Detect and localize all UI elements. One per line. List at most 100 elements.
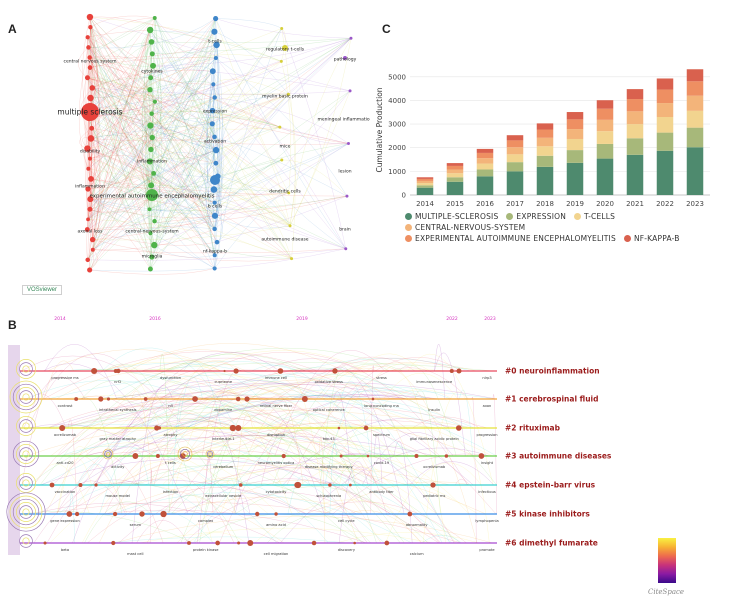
timeline-node [455, 425, 462, 431]
citation-arc [254, 499, 405, 544]
network-node [85, 35, 90, 40]
network-edge [213, 189, 291, 226]
network-edge [91, 31, 215, 129]
network-edge [154, 244, 215, 258]
citation-arc [434, 352, 466, 457]
network-node [280, 26, 284, 30]
network-node [278, 125, 282, 129]
timeline-node [384, 540, 390, 546]
timeline-term-interleukin-1: interleukin-1 [212, 437, 235, 441]
timeline-node [449, 368, 454, 374]
network-edge [281, 159, 348, 197]
network-edge [214, 97, 349, 144]
legend-label: EXPRESSION [516, 212, 567, 221]
timeline-burst-ring [19, 362, 33, 376]
bar-nf-kappa-b-2023 [686, 69, 704, 82]
bar-central-nervous-system-2014 [416, 180, 434, 184]
network-edge [87, 77, 151, 90]
network-edge [214, 44, 220, 229]
timeline-term-activity: activity [111, 465, 125, 469]
citation-arc [47, 382, 497, 429]
citation-arc [64, 419, 460, 515]
network-edge [150, 97, 215, 186]
network-edge [149, 61, 282, 162]
citation-arc [412, 416, 480, 429]
network-edge [92, 87, 152, 150]
network-edge [207, 123, 216, 216]
bar-multiple-sclerosis-2018 [536, 166, 554, 195]
citation-arc [161, 495, 240, 544]
network-edge [88, 61, 282, 119]
timeline-term-amino-acid: amino acid [266, 523, 286, 527]
citation-arc [322, 368, 396, 429]
timeline-term-ocrelizumab: ocrelizumab [423, 465, 446, 469]
legend-swatch [623, 235, 631, 242]
network-edge [89, 16, 156, 102]
citation-arc [152, 362, 478, 486]
citation-arc [434, 344, 445, 400]
citation-arc [121, 343, 391, 400]
citation-arc [59, 399, 428, 457]
bar-experimental-autoimmune-encephalomyelitis-2016 [476, 152, 494, 159]
bar-experimental-autoimmune-encephalomyelitis-2017 [506, 140, 524, 148]
timeline-node [231, 426, 235, 430]
bar-central-nervous-system-2023 [686, 95, 704, 111]
timeline-term-insulin: insulin [428, 408, 440, 412]
network-edge [89, 41, 152, 109]
network-edge [289, 38, 352, 226]
citation-arc [112, 492, 412, 544]
citation-arc [282, 418, 451, 486]
network-edge [90, 134, 152, 150]
bar-experimental-autoimmune-encephalomyelitis-2022 [656, 89, 674, 104]
timeline-term-ocrelizumab: ocrelizumab [54, 433, 77, 437]
network-node [344, 247, 348, 251]
bar-nf-kappa-b-2017 [506, 135, 524, 141]
bar-nf-kappa-b-2015 [446, 163, 464, 166]
network-edge [92, 192, 289, 240]
timeline-node [78, 482, 83, 488]
network-edge [90, 27, 215, 230]
bar-experimental-autoimmune-encephalomyelitis-2018 [536, 129, 554, 138]
bar-experimental-autoimmune-encephalomyelitis-2015 [446, 165, 464, 170]
citation-arc [44, 344, 118, 400]
citation-arc [170, 425, 366, 515]
network-edge [89, 107, 216, 164]
citation-arc [80, 393, 469, 429]
network-edge [87, 37, 152, 114]
network-edge [151, 90, 351, 258]
timeline-node [363, 425, 369, 431]
timeline-node [187, 541, 191, 545]
network-edge [89, 67, 96, 250]
network-edge [87, 137, 153, 220]
network-node [149, 134, 155, 141]
timeline-node [337, 426, 341, 430]
network-edge [212, 110, 346, 249]
network-edge [150, 29, 216, 59]
network-edge [87, 148, 154, 174]
network-node [348, 89, 352, 93]
bar-t-cells-2017 [506, 154, 524, 163]
network-edge [151, 41, 213, 124]
citation-arc [196, 480, 329, 544]
network-edge [87, 89, 151, 190]
timeline-node [348, 483, 352, 487]
citation-arc [100, 370, 422, 544]
citation-arc [320, 367, 378, 400]
network-edge [86, 199, 91, 260]
citation-arc [170, 497, 364, 515]
network-edge [90, 41, 152, 200]
network-node [345, 194, 349, 198]
network-edge [84, 67, 93, 240]
bar-multiple-sclerosis-2022 [656, 150, 674, 195]
citation-arc [132, 464, 486, 515]
network-edge [89, 173, 154, 210]
citation-arc [318, 482, 369, 515]
timeline-term-glial-fibrillary-acidic-protein: glial fibrillary acidic protein [410, 437, 459, 441]
timeline-node [328, 483, 332, 487]
network-edge [89, 44, 217, 59]
citation-arc [152, 450, 289, 457]
network-edge [152, 137, 346, 249]
citation-arc [235, 486, 429, 544]
network-edge [144, 231, 155, 246]
network-edge [150, 44, 217, 186]
